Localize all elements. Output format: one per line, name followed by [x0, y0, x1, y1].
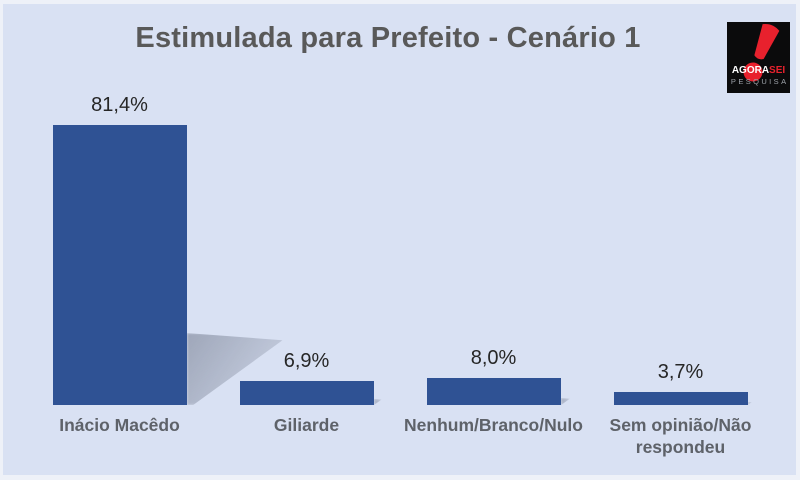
chart-column: 81,4% Inácio Macêdo [26, 0, 283, 480]
category-label: Sem opinião/Não respondeu [609, 415, 752, 458]
bar [239, 381, 374, 405]
bar-shadow [747, 401, 752, 405]
exclamation-icon [743, 23, 780, 82]
agorasei-logo: AGORASEI PESQUISA [727, 22, 790, 93]
category-label: Inácio Macêdo [59, 415, 180, 435]
value-label: 81,4% [91, 94, 148, 116]
logo-brand-agora: AGORA [731, 65, 770, 76]
bar-shadow [373, 398, 382, 405]
category-label: Nenhum/Branco/Nulo [404, 415, 583, 435]
value-label: 3,7% [657, 361, 704, 384]
category-label: Giliarde [273, 415, 340, 435]
chart-column: 6,9% Giliarde [213, 0, 400, 480]
logo-subtitle: PESQUISA [730, 77, 789, 86]
value-label: 6,9% [283, 350, 330, 373]
bar [426, 377, 561, 405]
bar [613, 392, 748, 405]
bar [52, 125, 187, 405]
bar-shadow [560, 397, 570, 405]
logo-brand-sei: SEI [769, 65, 786, 76]
logo-brand-text: AGORASEI [727, 65, 790, 76]
chart-title: Estimulada para Prefeito - Cenário 1 [135, 22, 641, 54]
chart-column: 8,0% Nenhum/Branco/Nulo [400, 0, 587, 480]
value-label: 8,0% [470, 346, 517, 369]
bar-chart: 81,4% Inácio Macêdo 6,9% Giliarde 8,0% Nenhum… [26, 0, 774, 480]
chart-column: 3,7% Sem opinião/Não respondeu [587, 0, 774, 480]
